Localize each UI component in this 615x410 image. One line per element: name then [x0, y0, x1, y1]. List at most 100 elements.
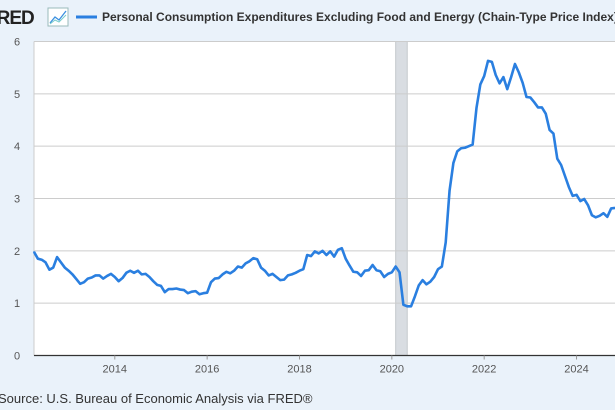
x-tick-label: 2016 [195, 364, 219, 376]
x-tick-label: 2022 [472, 364, 496, 376]
data-point [294, 272, 297, 274]
data-point [198, 293, 201, 296]
data-point [379, 270, 382, 273]
data-point [152, 280, 155, 282]
data-point [37, 257, 39, 260]
data-point [475, 107, 478, 109]
y-tick-label: 5 [14, 89, 20, 101]
data-point [175, 287, 178, 290]
data-point [221, 273, 224, 276]
data-point [233, 269, 235, 272]
data-point [167, 288, 170, 290]
legend-label[interactable]: Personal Consumption Expenditures Exclud… [102, 10, 615, 24]
data-point [229, 272, 232, 275]
data-point [33, 251, 35, 253]
data-point [529, 96, 532, 99]
data-point [341, 247, 343, 250]
data-point [387, 273, 389, 275]
data-point [310, 255, 312, 257]
data-point [171, 288, 174, 290]
data-point [202, 292, 205, 295]
data-point [102, 277, 105, 280]
data-point [348, 264, 351, 267]
data-point [564, 175, 566, 177]
data-point [375, 269, 378, 271]
data-point [552, 132, 555, 135]
y-tick-label: 3 [14, 194, 20, 206]
data-point [164, 291, 166, 293]
data-point [606, 216, 609, 218]
data-point [367, 269, 370, 271]
y-tick-label: 1 [14, 298, 20, 310]
data-point [525, 96, 528, 98]
data-point [352, 270, 355, 273]
data-point [79, 283, 81, 285]
data-point [256, 258, 258, 261]
data-point [337, 248, 339, 251]
data-point [591, 214, 593, 217]
data-point [506, 88, 509, 90]
data-point [406, 305, 409, 308]
data-point [302, 268, 305, 270]
data-point [144, 273, 147, 275]
data-point [125, 272, 128, 274]
data-point [398, 271, 401, 274]
data-point [594, 216, 597, 219]
data-point [325, 254, 328, 256]
data-point [364, 269, 366, 272]
data-point [556, 157, 559, 160]
data-point [52, 266, 55, 269]
data-point [206, 291, 208, 294]
data-point [548, 129, 551, 131]
data-point [214, 277, 216, 280]
chart-header: FRED Personal Consumption Expenditures E… [0, 7, 615, 29]
data-point [452, 162, 455, 164]
plot-area: 0 1 2 3 4 5 6 2014 2016 2018 2020 2022 2024 [14, 37, 615, 376]
data-point [329, 250, 332, 253]
data-point [287, 274, 289, 277]
data-point [460, 147, 462, 150]
data-point [248, 260, 251, 263]
data-point [56, 256, 58, 258]
data-point [48, 268, 51, 271]
data-point [98, 274, 101, 277]
data-point [190, 290, 193, 293]
data-point [479, 83, 482, 86]
data-point [260, 266, 262, 269]
data-point [514, 63, 516, 65]
data-point [498, 82, 501, 85]
data-point [544, 112, 547, 115]
data-point [521, 82, 524, 84]
data-point [40, 258, 43, 261]
data-point [383, 276, 385, 278]
data-point [306, 254, 308, 256]
data-point [568, 186, 570, 188]
data-point [117, 280, 120, 282]
data-point [410, 305, 412, 308]
data-point [360, 275, 362, 277]
data-point [283, 278, 285, 281]
data-point [279, 279, 282, 281]
data-point [471, 143, 474, 146]
data-point [129, 269, 131, 272]
data-point [148, 276, 151, 278]
x-tick-label: 2018 [287, 364, 311, 376]
data-point [63, 266, 66, 269]
data-point [421, 279, 424, 281]
data-point [610, 207, 612, 210]
y-tick-label: 0 [14, 351, 20, 363]
data-point [187, 292, 189, 295]
data-point [83, 281, 85, 284]
data-point [244, 262, 247, 265]
data-point [441, 265, 443, 268]
data-point [448, 189, 451, 192]
data-point [587, 204, 589, 207]
data-point [290, 273, 293, 276]
data-point [317, 252, 320, 255]
data-point [510, 76, 512, 78]
y-tick-label: 4 [14, 141, 20, 153]
data-point [533, 101, 535, 104]
data-point [541, 106, 543, 109]
y-tick-label: 2 [14, 246, 20, 258]
